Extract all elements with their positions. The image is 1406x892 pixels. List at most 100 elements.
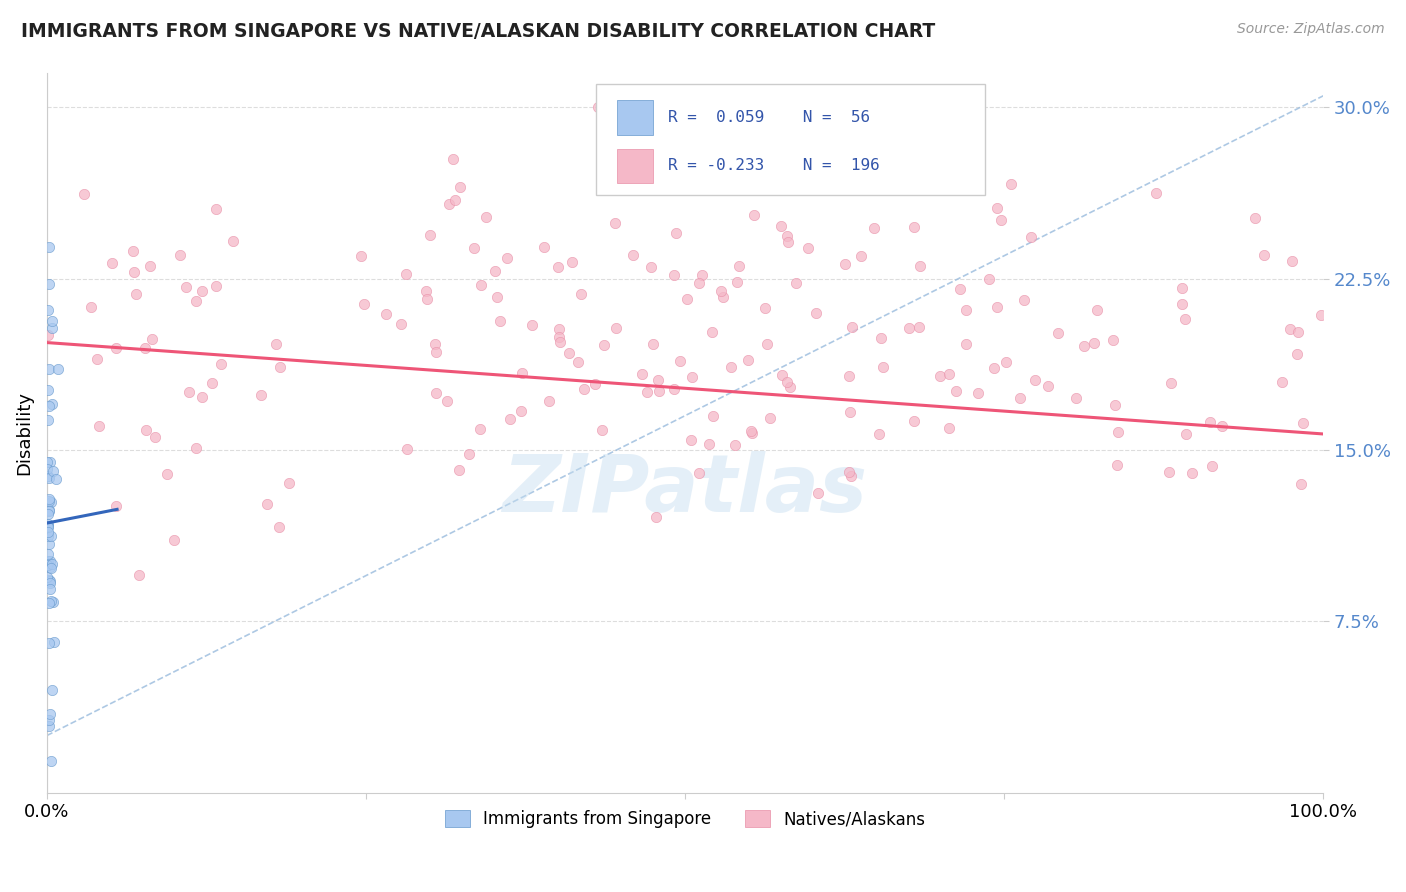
Text: IMMIGRANTS FROM SINGAPORE VS NATIVE/ALASKAN DISABILITY CORRELATION CHART: IMMIGRANTS FROM SINGAPORE VS NATIVE/ALAS… [21,22,935,41]
Point [769,219,792,233]
Point [1157,465,1180,479]
Point [38,573,60,587]
Point [1289,477,1312,491]
Point [41,683,63,698]
Point [697,437,720,451]
Point [38,494,60,508]
Point [122,244,145,258]
Point [1160,376,1182,390]
Point [776,235,799,249]
Point [38,582,60,597]
Point [122,264,145,278]
Point [776,229,799,244]
Point [1271,376,1294,390]
Point [1279,322,1302,336]
Point [135,423,157,437]
Point [37,469,59,483]
Point [138,259,160,273]
Point [1008,391,1031,405]
Point [38,361,60,376]
Point [1107,425,1129,439]
Point [841,319,863,334]
Point [37,518,59,533]
Point [870,331,893,345]
Point [41,397,63,411]
Point [41,558,63,572]
Point [267,520,290,534]
Point [797,241,820,255]
Point [37,547,59,561]
Point [46,362,69,376]
Point [938,367,960,381]
Point [512,366,534,380]
Point [849,248,872,262]
Point [496,251,519,265]
Point [990,213,1012,227]
Point [838,405,860,419]
Point [425,385,447,400]
Point [1073,339,1095,353]
Point [37,328,59,343]
Point [986,201,1008,215]
Point [1066,391,1088,405]
Point [39,593,62,607]
Point [475,211,498,225]
Point [374,307,396,321]
Point [45,472,67,486]
Point [550,334,572,349]
Point [938,421,960,435]
Point [641,336,664,351]
Point [1292,416,1315,430]
Point [37,412,59,426]
Point [725,275,748,289]
Point [994,355,1017,369]
Point [396,442,419,457]
Point [603,216,626,230]
Point [201,376,224,390]
Point [1038,379,1060,393]
Point [1085,303,1108,318]
Point [498,411,520,425]
Point [548,330,571,344]
Point [37,302,59,317]
Point [547,322,569,336]
Point [489,313,512,327]
Point [838,466,860,480]
Point [163,533,186,547]
Point [449,180,471,194]
Point [1174,312,1197,326]
Point [1199,415,1222,429]
Point [1144,186,1167,201]
Point [872,360,894,375]
Point [38,471,60,485]
Point [664,382,686,396]
Point [444,194,467,208]
Point [662,268,685,282]
Point [37,529,59,543]
Point [38,399,60,413]
Point [39,560,62,574]
Point [758,410,780,425]
Point [395,267,418,281]
Point [41,314,63,328]
Point [806,306,828,320]
Text: R = -0.233    N =  196: R = -0.233 N = 196 [668,158,880,173]
Point [37,556,59,570]
Point [415,285,437,299]
Text: R =  0.059    N =  56: R = 0.059 N = 56 [668,110,870,125]
Point [1171,297,1194,311]
Point [37,383,59,397]
Point [205,202,228,217]
Point [38,719,60,733]
Point [190,390,212,404]
Point [37,558,59,573]
Point [1000,177,1022,191]
Point [38,575,60,590]
Point [156,467,179,482]
Text: Source: ZipAtlas.com: Source: ZipAtlas.com [1237,22,1385,37]
Point [1024,373,1046,387]
Point [665,226,688,240]
Point [38,537,60,551]
Point [39,707,62,722]
Point [647,384,669,398]
